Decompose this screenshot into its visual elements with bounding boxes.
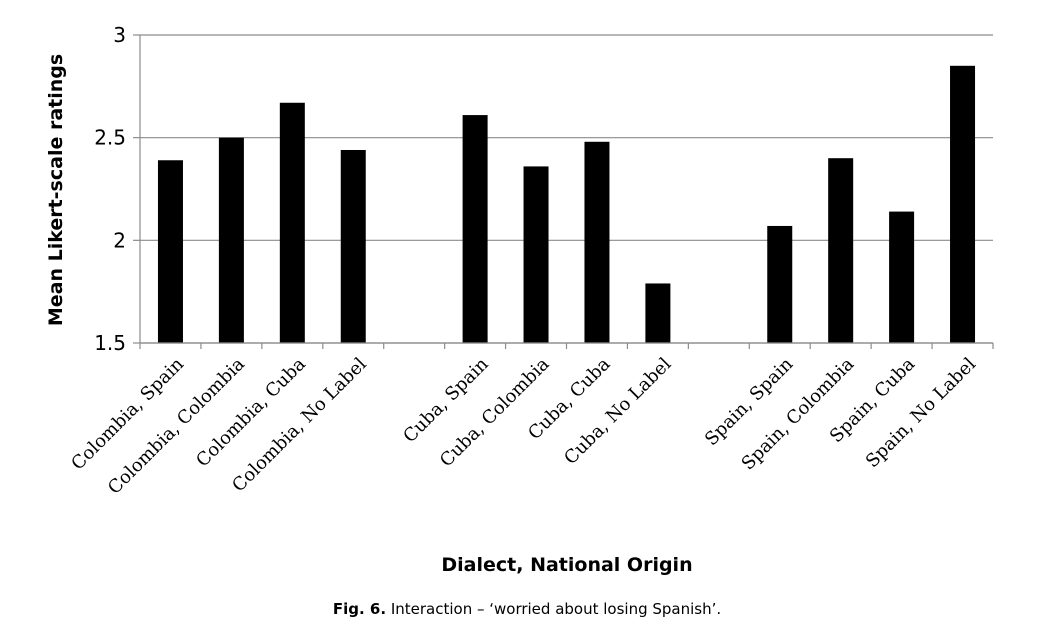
y-tick-label: 1.5: [94, 331, 126, 355]
y-tick-label: 3: [113, 23, 126, 47]
bar: [584, 141, 610, 343]
bar: [462, 115, 488, 343]
bar: [218, 137, 244, 343]
x-tick-label: Spain, No Label: [862, 354, 980, 472]
y-tick-labels: 1.5 2 2.5 3: [94, 23, 126, 355]
bars: [157, 65, 976, 344]
y-tick-label: 2.5: [94, 126, 126, 150]
bar: [157, 160, 183, 343]
bar: [889, 211, 915, 343]
x-tick-label: Colombia, Spain: [67, 353, 188, 474]
x-tick-label: Cuba, No Label: [560, 354, 675, 469]
bar: [950, 65, 976, 344]
bar: [828, 158, 854, 343]
x-tick-label: Spain, Colombia: [738, 354, 859, 475]
gridlines: [140, 34, 993, 344]
caption-text: Interaction – ‘worried about losing Span…: [386, 600, 722, 618]
x-axis-title: Dialect, National Origin: [441, 554, 692, 576]
y-tick-label: 2: [113, 228, 126, 252]
caption-label: Fig. 6.: [332, 600, 387, 618]
x-tick-label: Colombia, Cuba: [192, 354, 310, 472]
axes: [133, 34, 994, 349]
bar: [523, 166, 549, 343]
figure-caption: Fig. 6. Interaction – ‘worried about los…: [0, 600, 1054, 618]
bar: [645, 283, 671, 343]
bar: [279, 102, 305, 343]
y-axis-title: Mean Likert-scale ratings: [45, 54, 67, 326]
x-tick-label: Cuba, Colombia: [436, 354, 554, 472]
bar: [767, 225, 793, 343]
bar: [340, 149, 366, 343]
